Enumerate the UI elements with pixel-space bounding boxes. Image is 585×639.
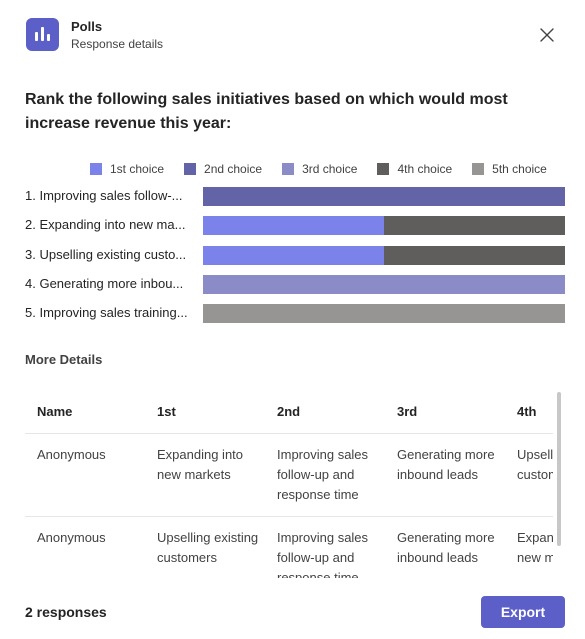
legend-item: 5th choice [472,162,547,176]
column-header: 3rd [397,404,418,419]
legend-item: 1st choice [90,162,164,176]
bar-category-label: 3. Upselling existing custo... [25,246,187,262]
legend-label: 4th choice [397,162,453,176]
table-cell: Expanding into new markets [517,530,553,565]
legend-label: 2nd choice [204,162,263,176]
table-cell: Generating more inbound leads [397,447,495,482]
bar-segment[interactable] [203,216,384,236]
bar-segment[interactable] [384,245,565,265]
chart-legend: 1st choice 2nd choice 3rd choice 4th choice… [90,161,547,177]
table-divider [25,433,553,434]
column-header: 2nd [277,404,301,419]
respondent-name: Anonymous [37,447,106,462]
legend-label: 1st choice [110,162,165,176]
table-cell: Generating more inbound leads [397,530,495,565]
table-cell: Improving sales follow-up and response t… [277,530,369,578]
poll-chart-icon [26,18,59,51]
legend-swatch [282,163,295,175]
more-details-heading: More Details [25,352,103,367]
dialog-header: Polls Response details [0,0,585,70]
table-divider [25,516,553,517]
bar-segment[interactable] [203,187,565,206]
ranking-chart: 1. Improving sales follow-... 2. Expandin… [0,186,585,332]
app-subtitle: Response details [71,37,164,51]
legend-item: 4th choice [377,162,452,176]
bar-segment[interactable] [384,216,565,236]
legend-label: 3rd choice [302,162,358,176]
close-icon [540,28,554,42]
table-cell: Expanding into new markets [157,447,244,482]
export-button[interactable]: Export [481,596,565,628]
bar-category-label: 1. Improving sales follow-... [25,188,183,203]
table-scrollbar[interactable] [557,392,561,546]
bar-segment[interactable] [203,245,384,265]
details-table: Name 1st 2nd 3rd 4th Anonymous Expanding into … [25,388,553,578]
table-cell: Improving sales follow-up and response t… [277,447,369,502]
response-count: 2 responses [25,604,107,620]
legend-swatch [184,163,197,175]
legend-label: 5th choice [492,162,547,176]
table-cell: Upselling existing customers [517,447,553,482]
bar-category-label: 4. Generating more inbou... [25,275,184,291]
legend-swatch [90,163,102,175]
legend-item: 3rd choice [282,162,357,176]
legend-item: 2nd choice [184,162,262,176]
poll-question: Rank the following sales initiatives bas… [25,91,508,132]
bar-segment[interactable] [203,274,565,294]
bar-category-label: 5. Improving sales training... [25,305,188,321]
close-button[interactable] [536,24,558,46]
app-title: Polls [71,19,103,34]
column-header: Name [37,404,73,419]
bar-category-label: 2. Expanding into new ma... [25,217,186,233]
column-header: 4th [517,404,537,419]
legend-swatch [472,163,485,175]
legend-swatch [377,163,390,175]
respondent-name: Anonymous [37,530,106,545]
table-cell: Upselling existing customers [157,530,259,565]
column-header: 1st [157,404,176,419]
bar-segment[interactable] [203,304,565,324]
